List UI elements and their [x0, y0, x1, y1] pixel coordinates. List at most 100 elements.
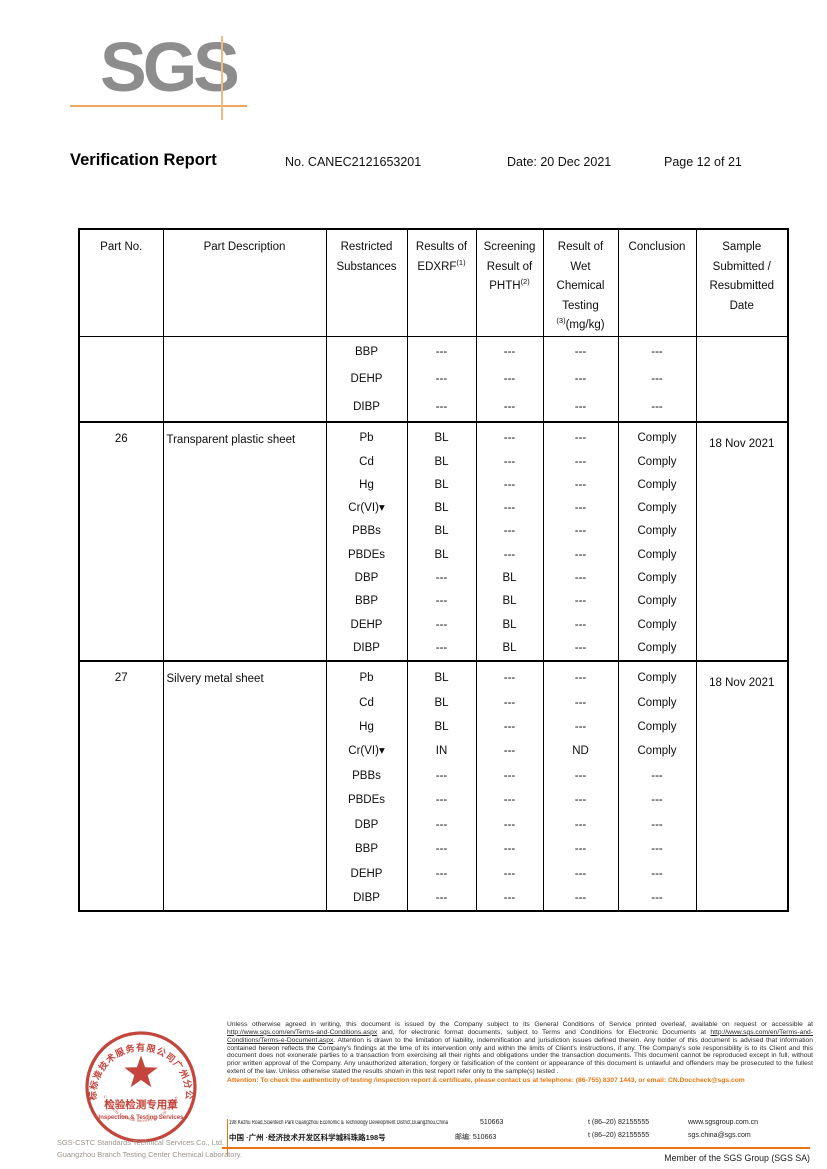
stamp-star-icon: [124, 1055, 158, 1088]
cell-line: DBP: [354, 572, 379, 585]
website-url: www.sgsgroup.com.cn: [688, 1119, 759, 1126]
cell-line: ---: [574, 672, 587, 685]
cell-line: Pb: [359, 432, 374, 445]
cell-line: Comply: [637, 455, 677, 468]
footer-rule: [222, 1147, 810, 1149]
cell-line: ---: [503, 345, 516, 358]
cell-line: ---: [574, 891, 587, 904]
cell-line: Comply: [637, 721, 677, 734]
cell-line: BL: [434, 525, 449, 538]
phth-screening-cell: --- --- --- --- --- --- --- --- --- ---: [475, 660, 543, 912]
restricted-substances-cell: Pb Cd Hg Cr(VI)▾ PBBs PBDEs DBP BBP DEHP DIBP: [325, 660, 407, 912]
legal-text-segment: and, for electronic format documents, su…: [377, 1028, 711, 1036]
sample-date-cell: 18 Nov 2021: [695, 660, 788, 912]
part-no-cell: 27: [78, 660, 163, 912]
sample-date-cell: 18 Nov 2021: [695, 421, 788, 662]
email-address: sgs.china@sgs.com: [688, 1132, 751, 1139]
cell-line: Comply: [637, 595, 677, 608]
cell-line: ---: [503, 818, 516, 831]
cell-line: BL: [434, 721, 449, 734]
cell-line: Comply: [637, 641, 677, 654]
cell-line: Cd: [359, 696, 374, 709]
cell-line: ---: [503, 400, 516, 413]
cell-line: Comply: [637, 696, 677, 709]
cell-line: Cd: [359, 455, 374, 468]
address-line-cn: 中国 ·广州 ·经济技术开发区科学城科珠路198号 邮编: 510663 t (…: [227, 1131, 817, 1144]
conclusion-cell: Comply Comply Comply Comply --- --- --- --- --- -…: [617, 660, 696, 912]
conclusion-cell: Comply Comply Comply Comply Comply Comply Comp…: [617, 421, 696, 662]
cell-line: ---: [574, 794, 587, 807]
cell-line: ---: [435, 818, 448, 831]
legal-text-segment: . Attention is drawn to the limitation o…: [227, 1036, 813, 1076]
report-number: No. CANEC2121653201: [285, 155, 422, 169]
cell-line: ---: [435, 400, 448, 413]
cell-line: ---: [435, 595, 448, 608]
cell-line: ---: [574, 818, 587, 831]
cell-line: ---: [574, 843, 587, 856]
cell-line: ---: [574, 478, 587, 491]
cell-line: ---: [503, 432, 516, 445]
cell-line: DEHP: [350, 618, 383, 631]
cell-line: ---: [503, 745, 516, 758]
page-title: Verification Report: [70, 151, 217, 169]
cell-line: PBDEs: [347, 794, 386, 807]
page-indicator: Page 12 of 21: [664, 155, 742, 169]
cell-line: BL: [502, 572, 517, 585]
cell-line: Comply: [637, 572, 677, 585]
cell-line: BL: [434, 432, 449, 445]
table-header-row: Part No. Part Description Restricted Subst…: [78, 229, 788, 337]
address-en: 198 Kezhu Road,Scientech Park Guangzhou …: [229, 1120, 449, 1126]
cell-line: ---: [435, 618, 448, 631]
legal-text-segment: Unless otherwise agreed in writing, this…: [227, 1021, 813, 1028]
edxrf-results-cell: --- --- ---: [406, 336, 476, 423]
wet-chemical-result-cell: --- --- --- ND --- --- --- --- --- ---: [542, 660, 618, 912]
address-separator-line: [227, 1119, 229, 1156]
cell-line: ---: [651, 867, 663, 880]
cell-line: ---: [651, 769, 663, 782]
cell-line: BL: [434, 502, 449, 515]
phone-number: t (86–20) 82155555: [588, 1132, 650, 1139]
column-header: Part No.: [78, 229, 163, 337]
cell-line: ---: [503, 843, 516, 856]
cell-line: ---: [503, 373, 516, 386]
cell-line: BL: [434, 696, 449, 709]
restricted-substances-cell: BBP DEHP DIBP: [325, 336, 407, 423]
cell-line: ---: [503, 891, 516, 904]
cell-line: ---: [574, 595, 587, 608]
cell-line: ---: [503, 721, 516, 734]
part-no-cell: 26: [78, 421, 163, 662]
part-description-cell: Transparent plastic sheet: [162, 421, 326, 662]
cell-line: PBBs: [352, 769, 381, 782]
cell-line: ---: [435, 794, 448, 807]
cell-line: Cr(VI)▾: [348, 745, 385, 758]
column-header: Sample Submitted / Resubmitted Date: [695, 229, 788, 337]
cell-line: ---: [651, 794, 663, 807]
part-description: Silvery metal sheet: [166, 673, 264, 686]
column-header: Restricted Substances: [325, 229, 407, 337]
cell-line: ---: [574, 572, 587, 585]
phth-screening-cell: --- --- --- --- --- --- BL BL BL BL: [475, 421, 543, 662]
cell-line: Comply: [637, 525, 677, 538]
phone-number: t (86–20) 82155555: [588, 1119, 650, 1126]
edxrf-results-cell: BL BL BL IN --- --- --- --- --- ---: [406, 660, 476, 912]
cell-line: Comply: [637, 478, 677, 491]
attention-notice: Attention: To check the authenticity of …: [227, 1076, 745, 1084]
address-line-en: 198 Kezhu Road,Scientech Park Guangzhou …: [227, 1118, 817, 1131]
cell-line: Cr(VI)▾: [348, 502, 385, 515]
cell-line: ---: [435, 373, 448, 386]
cell-line: BL: [502, 618, 517, 631]
cell-line: ---: [435, 641, 448, 654]
cell-line: DIBP: [353, 641, 380, 654]
sample-date: 18 Nov 2021: [709, 438, 775, 451]
cell-line: ---: [651, 345, 663, 358]
address-cn: 中国 ·广州 ·经济技术开发区科学城科珠路198号: [229, 1133, 386, 1142]
part-description-cell: Silvery metal sheet: [162, 660, 326, 912]
report-date: Date: 20 Dec 2021: [507, 155, 612, 169]
cell-line: ---: [574, 373, 587, 386]
cell-line: ---: [574, 641, 587, 654]
terms-url: http://www.sgs.com/en/Terms-and-Conditio…: [227, 1028, 378, 1036]
address-block: 198 Kezhu Road,Scientech Park Guangzhou …: [227, 1118, 817, 1148]
cell-line: ---: [435, 867, 448, 880]
logo-vertical-line: [221, 36, 223, 120]
inspection-stamp: 通标标准技术服务有限公司广州分公司 SGS-CSTC Standards Tec…: [80, 1026, 197, 1143]
